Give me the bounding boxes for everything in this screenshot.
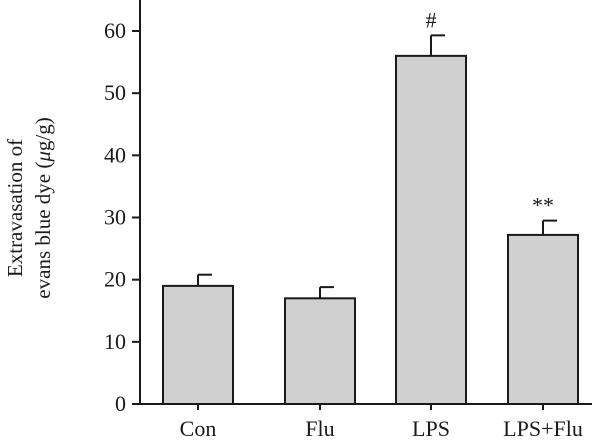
- significance-annotation: **: [532, 193, 554, 218]
- y-tick-label: 60: [104, 18, 126, 43]
- y-tick-label: 30: [104, 205, 126, 230]
- x-category-label: Con: [180, 416, 217, 441]
- x-category-label: Flu: [305, 416, 334, 441]
- bar-lps-flu: [507, 233, 579, 405]
- y-tick-label: 50: [104, 80, 126, 105]
- bar-con: [162, 284, 234, 405]
- y-axis-title: Extravasation of evans blue dye (μg/g): [3, 117, 55, 298]
- bars: # **: [162, 7, 579, 406]
- significance-annotation: #: [426, 7, 437, 32]
- x-category-label: LPS: [412, 416, 450, 441]
- y-tick-label: 0: [115, 391, 126, 416]
- y-tick-label: 40: [104, 142, 126, 167]
- y-tick-label: 10: [104, 329, 126, 354]
- y-axis-label-line-1: Extravasation of: [3, 139, 27, 277]
- y-axis-label-line-2: evans blue dye (μg/g): [31, 117, 55, 298]
- category-labels: Con Flu LPS LPS+Flu: [180, 404, 583, 441]
- bar-lps: [395, 54, 467, 405]
- y-axis-ticks: 0 10 20 30 40 50 60: [104, 18, 140, 416]
- x-category-label: LPS+Flu: [503, 416, 583, 441]
- bar-flu: [284, 297, 356, 406]
- y-tick-label: 20: [104, 267, 126, 292]
